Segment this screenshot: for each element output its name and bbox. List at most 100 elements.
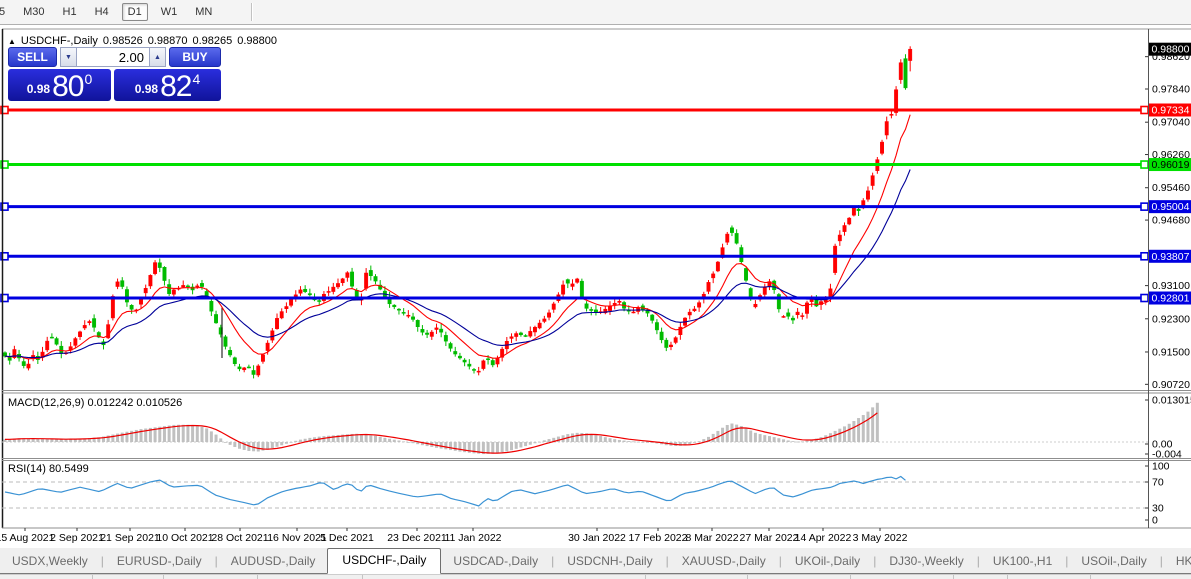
timeframe-w1[interactable]: W1 — [160, 6, 178, 18]
tab-audusd-daily[interactable]: AUDUSD-,Daily — [230, 553, 316, 568]
rsi-label: RSI(14) 80.5499 — [8, 463, 89, 475]
svg-text:0.92801: 0.92801 — [1152, 293, 1190, 305]
tab-separator: | — [665, 553, 669, 568]
volume-increase-button[interactable]: ▲ — [149, 47, 166, 67]
statusbar-separator — [747, 575, 748, 579]
sell-price-display[interactable]: 0.98 80 0 — [8, 69, 111, 103]
statusbar-separator — [953, 575, 954, 579]
svg-text:0.95460: 0.95460 — [1152, 182, 1190, 194]
chart-tabs: USDX,Weekly | EURUSD-,Daily | AUDUSD-,Daily U… — [0, 548, 1191, 574]
svg-text:27 Mar 2022: 27 Mar 2022 — [740, 532, 799, 544]
tab-uk100-h1[interactable]: UK100-,H1 — [992, 553, 1053, 568]
buy-button[interactable]: BUY — [169, 47, 221, 67]
tab-eurusd-daily[interactable]: EURUSD-,Daily — [116, 553, 202, 568]
statusbar-separator — [645, 575, 646, 579]
statusbar-separator — [92, 575, 93, 579]
svg-text:0.92300: 0.92300 — [1152, 313, 1190, 325]
buy-price-display[interactable]: 0.98 82 4 — [114, 69, 221, 103]
buy-price-big: 82 — [160, 70, 192, 103]
symbol-ohlc-header: ▲ USDCHF-,Daily 0.98526 0.98870 0.98265 … — [8, 35, 277, 47]
tab-hk5[interactable]: HK5 — [1175, 553, 1191, 568]
rsi-line — [4, 475, 906, 507]
macd-signal-line — [4, 412, 878, 454]
ma-fast-line — [4, 114, 911, 360]
tab-separator: | — [551, 553, 555, 568]
statusbar-separator — [1007, 575, 1008, 579]
price-axis[interactable]: 0.986200.978400.970400.962600.954600.946… — [1145, 42, 1191, 391]
tab-separator: | — [1065, 553, 1069, 568]
tab-separator: | — [873, 553, 877, 568]
svg-text:30 Jan 2022: 30 Jan 2022 — [568, 532, 626, 544]
svg-text:21 Sep 2021: 21 Sep 2021 — [100, 532, 160, 544]
svg-text:100: 100 — [1152, 461, 1170, 473]
timeframe-m30[interactable]: M30 — [23, 6, 45, 18]
svg-text:0.91500: 0.91500 — [1152, 346, 1190, 358]
tab-separator: | — [1159, 553, 1163, 568]
svg-text:0.97040: 0.97040 — [1152, 117, 1190, 129]
panel-frame — [0, 25, 1191, 529]
svg-text:0.95004: 0.95004 — [1152, 201, 1190, 213]
chart-area[interactable]: 0.986200.978400.970400.962600.954600.946… — [0, 25, 1191, 548]
statusbar-separator — [163, 575, 164, 579]
tab-usoil-daily[interactable]: USOil-,Daily — [1081, 553, 1147, 568]
tab-usdcad-daily[interactable]: USDCAD-,Daily — [453, 553, 539, 568]
statusbar-separator — [257, 575, 258, 579]
svg-text:0.97840: 0.97840 — [1152, 84, 1190, 96]
collapse-arrow-icon[interactable]: ▲ — [8, 36, 16, 46]
volume-decrease-button[interactable]: ▼ — [60, 47, 77, 67]
svg-text:3 May 2022: 3 May 2022 — [853, 532, 908, 544]
rsi-panel: 100 70 300 RSI(14) 80.5499 — [2, 461, 1170, 527]
svg-text:0.96019: 0.96019 — [1152, 159, 1190, 171]
low-value: 0.98265 — [192, 35, 233, 47]
tab-ukoil-daily[interactable]: UKOil-,Daily — [794, 553, 861, 568]
toolbar-separator — [251, 3, 254, 21]
svg-text:2 Sep 2021: 2 Sep 2021 — [50, 532, 104, 544]
open-value: 0.98526 — [102, 35, 143, 47]
timeframe-d1[interactable]: D1 — [121, 3, 148, 21]
svg-text:17 Feb 2022: 17 Feb 2022 — [629, 532, 688, 544]
svg-text:70: 70 — [1152, 477, 1164, 489]
svg-text:23 Dec 2021: 23 Dec 2021 — [387, 532, 447, 544]
svg-text:11 Jan 2022: 11 Jan 2022 — [444, 532, 501, 544]
timeframe-5[interactable]: 5 — [0, 6, 6, 18]
chart-region: 0.98620 0.97840 0.97040 0.96260 0.95460 0.946… — [0, 25, 1191, 548]
status-bar — [0, 574, 1191, 579]
volume-input[interactable] — [77, 47, 149, 67]
svg-text:0.00: 0.00 — [1152, 439, 1173, 451]
svg-text:30: 30 — [1152, 503, 1164, 515]
symbol-name: USDCHF-,Daily — [20, 35, 98, 47]
timeframe-h4[interactable]: H4 — [94, 6, 109, 18]
tab-xauusd-daily[interactable]: XAUUSD-,Daily — [681, 553, 766, 568]
svg-text:0.013015: 0.013015 — [1152, 395, 1191, 407]
high-value: 0.98870 — [147, 35, 188, 47]
timeframe-h1[interactable]: H1 — [62, 6, 77, 18]
macd-panel: 0.013015 0.00-0.004 MACD(12,26,9) 0.012242… — [2, 395, 1191, 461]
sell-price-big: 80 — [52, 70, 84, 103]
tab-usdchf-daily[interactable]: USDCHF-,Daily — [327, 548, 442, 574]
svg-text:0.93100: 0.93100 — [1152, 280, 1190, 292]
tab-dj30-weekly[interactable]: DJ30-,Weekly — [889, 553, 964, 568]
statusbar-separator — [1090, 575, 1091, 579]
macd-label: MACD(12,26,9) 0.012242 0.010526 — [8, 397, 182, 409]
tab-usdcnh-daily[interactable]: USDCNH-,Daily — [567, 553, 653, 568]
tab-usdx-weekly[interactable]: USDX,Weekly — [12, 553, 88, 568]
tab-separator: | — [778, 553, 782, 568]
svg-text:0: 0 — [1152, 515, 1158, 527]
statusbar-separator — [850, 575, 851, 579]
moving-averages — [4, 114, 911, 360]
svg-text:28 Oct 2021: 28 Oct 2021 — [211, 532, 268, 544]
svg-text:5 Dec 2021: 5 Dec 2021 — [320, 532, 374, 544]
tab-separator: | — [976, 553, 980, 568]
svg-text:0.97334: 0.97334 — [1152, 105, 1190, 117]
sell-price-prefix: 0.98 — [26, 82, 51, 96]
timeframe-mn[interactable]: MN — [195, 6, 213, 18]
svg-text:15 Aug 2021: 15 Aug 2021 — [0, 532, 55, 544]
svg-text:16 Nov 2021: 16 Nov 2021 — [267, 532, 327, 544]
buy-price-sup: 4 — [192, 71, 201, 87]
svg-text:0.98800: 0.98800 — [1152, 44, 1190, 56]
svg-text:8 Mar 2022: 8 Mar 2022 — [685, 532, 738, 544]
sell-button[interactable]: SELL — [8, 47, 57, 67]
buy-price-prefix: 0.98 — [134, 82, 159, 96]
